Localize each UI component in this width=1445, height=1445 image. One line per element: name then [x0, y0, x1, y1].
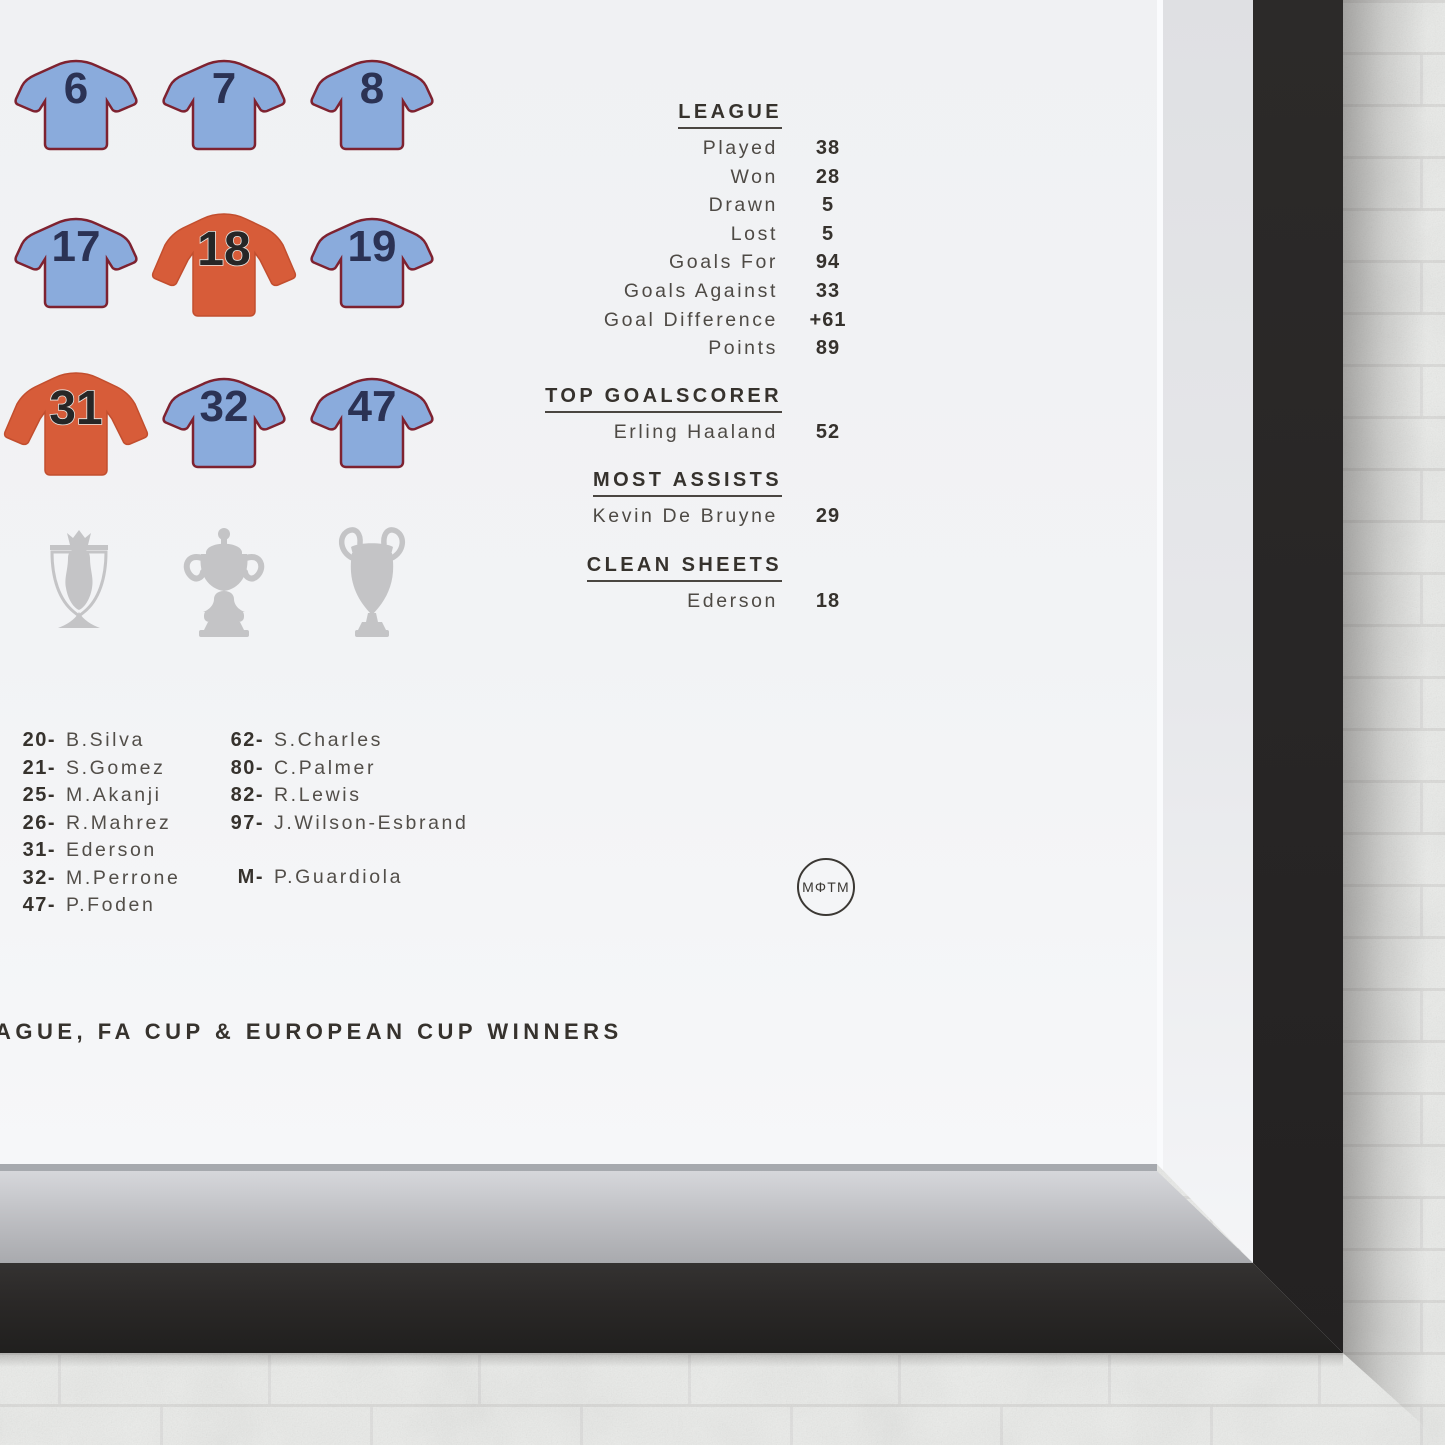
frame-bottom-shadow [0, 1353, 1343, 1367]
squad-row: 26- R.Mahrez [22, 811, 172, 834]
squad-row: 47- P.Foden [22, 894, 156, 916]
stat-row-goal-difference: Goal Difference +61 [603, 308, 847, 331]
fa-cup-trophy-icon [183, 528, 265, 637]
print-bottom-edge [0, 1164, 1157, 1171]
league-header: LEAGUE [420, 100, 782, 129]
squad-row: 21- S.Gomez [22, 756, 166, 779]
stat-row-played: Played 38 [702, 137, 841, 159]
squad-row: 20- B.Silva [22, 729, 145, 751]
squad-row: 97- J.Wilson-Esbrand [230, 811, 469, 834]
shirt-number: 18 [197, 223, 250, 276]
most-assists-row: Kevin De Bruyne 29 [592, 505, 841, 527]
top-goalscorer-header: TOP GOALSCORER [420, 384, 782, 413]
motm-logo-badge: MΦTM [797, 858, 855, 916]
frame-cast-shadow [1343, 0, 1445, 1445]
manager-name: P.Guardiola [274, 866, 404, 888]
shirt-number: 19 [348, 222, 397, 271]
clean-sheets-header: CLEAN SHEETS [420, 553, 782, 582]
squad-row: 31- Ederson [22, 839, 157, 861]
squad-list-left: 20- B.Silva 21- S.Gomez 25- M.Akanji 26-… [4, 727, 180, 920]
shirt-number: 31 [49, 382, 102, 435]
shirt-number: 32 [200, 382, 249, 431]
frame-right-bar [1253, 0, 1343, 1353]
stat-row-lost: Lost 5 [730, 222, 835, 245]
stat-row-points: Points 89 [708, 337, 841, 360]
shirt-number: 7 [212, 64, 236, 113]
stat-row-drawn: Drawn 5 [708, 194, 835, 217]
shirt-19: 19 [310, 217, 434, 309]
most-assists-header: MOST ASSISTS [420, 468, 782, 497]
manager-row: M- P.Guardiola [212, 864, 403, 892]
shirt-47: 47 [310, 377, 434, 469]
poster-print [0, 0, 1160, 1164]
shirt-6: 6 [14, 59, 138, 151]
league-title: LEAGUE [678, 100, 782, 129]
stat-row-goals-against: Goals Against 33 [623, 279, 841, 302]
clean-sheets-section: CLEAN SHEETS Ederson 18 [420, 553, 856, 616]
stat-row-goals-for: Goals For 94 [668, 251, 841, 274]
european-cup-trophy-icon [338, 527, 406, 637]
shirt-31-goalkeeper: 31 [3, 372, 149, 476]
shirt-number: 8 [360, 64, 384, 113]
squad-row: 25- M.Akanji [22, 784, 162, 806]
clean-sheets-row: Ederson 18 [687, 590, 841, 612]
motm-logo-text: MΦTM [802, 879, 850, 895]
shirt-number: 47 [348, 382, 397, 431]
top-goalscorer-row: Erling Haaland 52 [613, 421, 841, 443]
top-goalscorer-section: TOP GOALSCORER Erling Haaland 52 [420, 384, 856, 447]
shirt-number: 17 [52, 222, 101, 271]
shirt-18-goalkeeper: 18 [151, 213, 297, 317]
frame-bottom-bar [0, 1263, 1343, 1353]
squad-row: 62- S.Charles [230, 729, 384, 751]
squad-row: 80- C.Palmer [230, 756, 377, 779]
frame-inner-bevel-right [1157, 0, 1253, 1263]
frame-inner-bevel-bottom [0, 1171, 1253, 1263]
shirt-8: 8 [310, 59, 434, 151]
league-stats: LEAGUE Played 38 Won 28 Drawn 5 Lost 5 G… [420, 100, 856, 363]
shirt-7: 7 [162, 59, 286, 151]
most-assists-section: MOST ASSISTS Kevin De Bruyne 29 [420, 468, 856, 531]
stat-row-won: Won 28 [730, 165, 841, 188]
poster-caption: AGUE, FA CUP & EUROPEAN CUP WINNERS [0, 1019, 623, 1044]
squad-list-right: 62- S.Charles 80- C.Palmer 82- R.Lewis 9… [212, 727, 468, 837]
premier-league-trophy-icon [50, 530, 108, 628]
squad-row: 32- M.Perrone [22, 866, 181, 889]
shirt-32: 32 [162, 377, 286, 469]
squad-row: 82- R.Lewis [230, 784, 362, 806]
shirt-17: 17 [14, 217, 138, 309]
manager-label: M- [237, 866, 264, 888]
shirt-number: 6 [64, 64, 88, 113]
